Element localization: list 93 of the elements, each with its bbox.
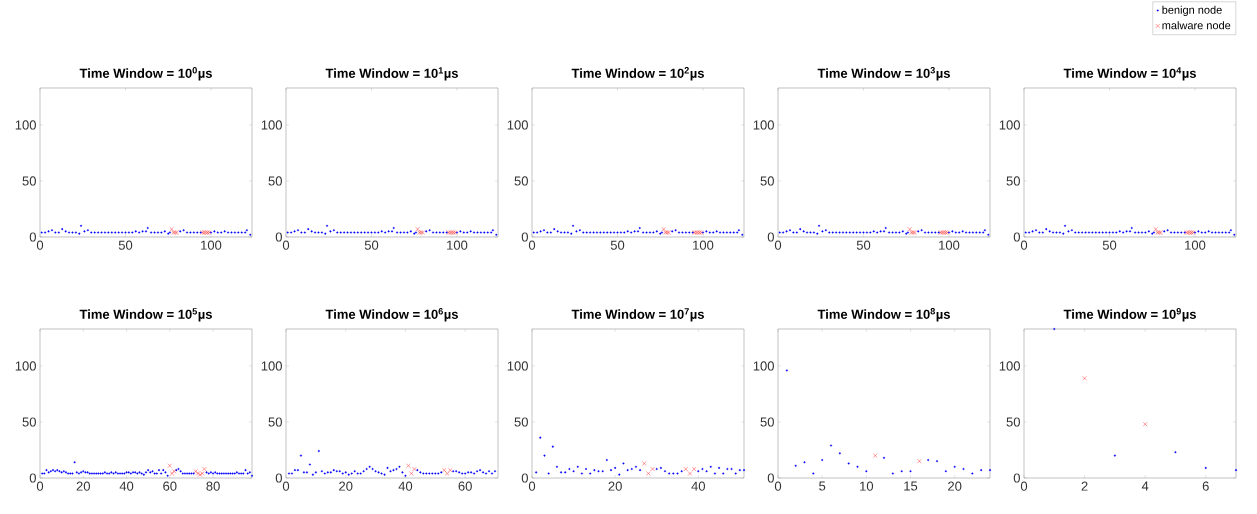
y-tick-label: 100 (999, 361, 1020, 371)
chart-title: Time Window = 10$^{9}$µs (1063, 308, 1196, 322)
y-tick-label: 0 (521, 232, 528, 242)
y-tick-label: 50 (514, 176, 528, 186)
x-tick-label: 15 (904, 481, 918, 491)
y-tick-label: 0 (29, 473, 36, 483)
x-tick-label: 100 (939, 240, 960, 250)
y-tick-label: 100 (753, 361, 774, 371)
point (691, 466, 697, 472)
legend-label: benign node (1162, 5, 1222, 17)
point (873, 453, 878, 458)
chart-title: Time Window = 10$^{0}$µs (79, 67, 212, 81)
chart-title: Time Window = 10$^{1}$µs (325, 67, 458, 81)
x-tick-label: 0 (36, 240, 44, 250)
y-tick-label: 0 (275, 473, 282, 483)
legend-label: malware node (1162, 21, 1231, 30)
point (642, 461, 647, 466)
y-tick-label: 0 (29, 232, 36, 242)
point (650, 466, 655, 472)
y-tick-label: 50 (1006, 176, 1020, 186)
x-tick-label: 50 (364, 240, 379, 250)
point (409, 471, 414, 476)
point (406, 463, 411, 468)
x-tick-label: 0 (282, 240, 290, 250)
y-tick-label: 100 (507, 120, 528, 130)
y-tick-label: 0 (521, 473, 528, 483)
x-tick-label: 0 (528, 481, 536, 491)
point (683, 466, 688, 472)
x-tick-label: 40 (398, 481, 413, 491)
y-tick-label: 50 (22, 176, 36, 186)
point (167, 463, 172, 468)
y-tick-label: 50 (268, 417, 282, 427)
x-tick-label: 60 (458, 481, 472, 491)
y-tick-label: 0 (1013, 473, 1020, 483)
x-tick-label: 0 (282, 481, 290, 491)
y-tick-label: 100 (999, 120, 1020, 130)
y-tick-label: 0 (275, 232, 282, 242)
y-tick-label: 50 (22, 417, 36, 427)
x-tick-label: 50 (118, 240, 133, 250)
y-tick-label: 50 (268, 176, 282, 186)
y-tick-label: 50 (760, 176, 774, 186)
x-tick-label: 20 (76, 481, 90, 491)
chart-title: Time Window = 10$^{5}$µs (79, 308, 212, 322)
x-tick-label: 40 (119, 481, 134, 491)
y-tick-label: 50 (760, 417, 774, 427)
point (687, 471, 693, 476)
x-tick-label: 6 (1202, 481, 1209, 491)
point (1082, 376, 1087, 381)
chart-title: Time Window = 10$^{8}$µs (817, 308, 950, 322)
x-tick-label: 20 (948, 481, 962, 491)
chart-title: Time Window = 10$^{3}$µs (817, 67, 950, 81)
y-tick-label: 0 (767, 473, 774, 483)
x-tick-label: 0 (774, 240, 782, 250)
x-tick-label: 20 (339, 481, 353, 491)
x-tick-label: 50 (610, 240, 625, 250)
x-tick-label: 40 (691, 481, 706, 491)
x-tick-label: 50 (1102, 240, 1117, 250)
x-tick-label: 0 (1020, 481, 1028, 491)
chart-title: Time Window = 10$^{4}$µs (1063, 67, 1196, 81)
x-tick-label: 2 (1081, 481, 1088, 491)
chart-title: Time Window = 10$^{2}$µs (571, 67, 704, 81)
y-tick-label: 100 (753, 120, 774, 130)
x-tick-label: 100 (201, 240, 222, 250)
x-tick-label: 10 (860, 481, 874, 491)
chart-title: Time Window = 10$^{6}$µs (325, 308, 458, 322)
point (202, 466, 207, 472)
x-tick-label: 20 (608, 481, 622, 491)
x-tick-label: 100 (1185, 240, 1206, 250)
chart-title: Time Window = 10$^{7}$µs (571, 308, 704, 322)
y-tick-label: 100 (507, 361, 528, 371)
y-tick-label: 0 (1013, 232, 1020, 242)
y-tick-label: 50 (514, 417, 528, 427)
point (646, 471, 651, 476)
y-tick-label: 100 (261, 120, 282, 130)
point (1142, 422, 1148, 427)
x-tick-label: 100 (447, 240, 468, 250)
x-tick-label: 4 (1141, 481, 1149, 491)
y-tick-label: 100 (261, 361, 282, 371)
y-tick-label: 100 (15, 120, 36, 130)
x-tick-label: 0 (774, 481, 782, 491)
x-tick-label: 5 (819, 481, 826, 491)
y-tick-label: 100 (15, 361, 36, 371)
x-tick-label: 0 (36, 481, 44, 491)
x-tick-label: 80 (206, 481, 220, 491)
y-tick-label: 50 (1006, 417, 1020, 427)
x-tick-label: 0 (528, 240, 536, 250)
x-tick-label: 0 (1020, 240, 1028, 250)
point (412, 466, 417, 472)
x-tick-label: 50 (856, 240, 871, 250)
point (917, 459, 922, 464)
x-tick-label: 100 (693, 240, 714, 250)
x-tick-label: 60 (163, 481, 177, 491)
y-tick-label: 0 (767, 232, 774, 242)
